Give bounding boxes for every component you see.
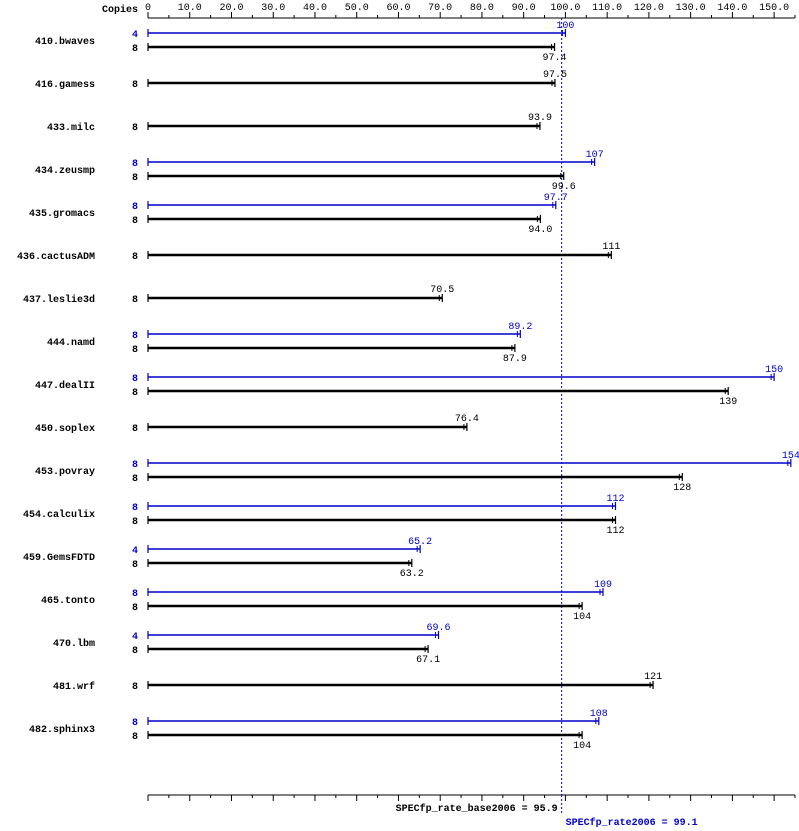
benchmark-label: 434.zeusmp (35, 166, 95, 177)
base-value-label: 76.4 (455, 414, 479, 425)
x-tick-label: 130.0 (676, 3, 706, 14)
x-tick-label: 20.0 (219, 3, 243, 14)
benchmark-label: 481.wrf (53, 681, 95, 693)
benchmark-label: 453.povray (35, 467, 95, 478)
x-tick-label: 110.0 (592, 3, 622, 14)
benchmark-label: 454.calculix (23, 509, 95, 521)
benchmark-label: 447.dealII (35, 380, 95, 392)
benchmark-label: 410.bwaves (35, 36, 95, 48)
x-tick-label: 120.0 (634, 3, 664, 14)
benchmark-label: 459.GemsFDTD (23, 553, 95, 564)
benchmark-label: 444.namd (47, 337, 95, 349)
copies-peak: 4 (132, 30, 138, 41)
x-tick-label: 10.0 (178, 3, 202, 14)
x-tick-label: 80.0 (470, 3, 494, 14)
peak-value-label: 100 (556, 21, 574, 32)
copies-peak: 4 (132, 632, 138, 643)
base-value-label: 121 (644, 672, 662, 683)
base-value-label: 111 (602, 242, 620, 253)
peak-value-label: 150 (765, 365, 783, 376)
copies-peak: 8 (132, 718, 138, 729)
x-tick-label: 100.0 (550, 3, 580, 14)
copies-base: 8 (132, 216, 138, 227)
copies-base: 8 (132, 560, 138, 571)
copies-base: 8 (132, 603, 138, 614)
copies-peak: 8 (132, 202, 138, 213)
x-tick-label: 140.0 (717, 3, 747, 14)
base-value-label: 99.6 (552, 182, 576, 193)
specfp-rate-chart: 0 10.0 20.0 30.0 40.0 50.0 60.0 70.0 80.0 90.0 100… (0, 0, 799, 831)
copies-base: 8 (132, 345, 138, 356)
copies-base: 8 (132, 123, 138, 134)
benchmark-label: 470.lbm (53, 638, 95, 650)
x-tick-label: 70.0 (428, 3, 452, 14)
benchmark-label: 465.tonto (41, 596, 95, 607)
peak-value-label: 108 (590, 709, 608, 720)
base-value-label: 97.5 (543, 70, 567, 81)
benchmark-label: 416.gamess (35, 80, 95, 91)
peak-value-label: 65.2 (408, 537, 432, 548)
copies-base: 8 (132, 646, 138, 657)
copies-base: 8 (132, 388, 138, 399)
benchmark-label: 436.cactusADM (17, 252, 95, 263)
peak-value-label: 69.6 (427, 623, 451, 634)
base-value-label: 94.0 (528, 225, 552, 236)
copies-header: Copies (102, 4, 138, 16)
chart-bg (0, 0, 799, 831)
base-value-label: 128 (673, 483, 691, 494)
base-value-label: 87.9 (503, 354, 527, 365)
copies-base: 8 (132, 295, 138, 306)
base-value-label: 63.2 (400, 569, 424, 580)
copies-base: 8 (132, 173, 138, 184)
base-value-label: 139 (719, 397, 737, 408)
benchmark-label: 437.leslie3d (23, 294, 95, 306)
copies-base: 8 (132, 424, 138, 435)
copies-peak: 8 (132, 159, 138, 170)
copies-base: 8 (132, 682, 138, 693)
base-value-label: 104 (573, 741, 591, 752)
copies-peak: 8 (132, 374, 138, 385)
copies-base: 8 (132, 517, 138, 528)
copies-peak: 4 (132, 546, 138, 557)
benchmark-label: 450.soplex (35, 423, 95, 435)
copies-base: 8 (132, 80, 138, 91)
peak-value-label: 109 (594, 580, 612, 591)
benchmark-label: 433.milc (47, 122, 95, 134)
base-value-label: 67.1 (416, 655, 440, 666)
peak-value-label: 89.2 (508, 322, 532, 333)
copies-base: 8 (132, 252, 138, 263)
x-tick-label: 150.0 (759, 3, 789, 14)
summary-base-label: SPECfp_rate_base2006 = 95.9 (396, 803, 558, 815)
copies-peak: 8 (132, 331, 138, 342)
base-value-label: 70.5 (430, 285, 454, 296)
summary-peak-label: SPECfp_rate2006 = 99.1 (566, 817, 698, 829)
peak-value-label: 97.7 (544, 193, 568, 204)
base-value-label: 112 (607, 526, 625, 537)
copies-base: 8 (132, 732, 138, 743)
benchmark-label: 482.sphinx3 (29, 724, 95, 736)
copies-base: 8 (132, 44, 138, 55)
x-tick-label: 30.0 (261, 3, 285, 14)
copies-peak: 8 (132, 460, 138, 471)
x-tick-label: 90.0 (512, 3, 536, 14)
x-tick-label: 60.0 (386, 3, 410, 14)
peak-value-label: 112 (607, 494, 625, 505)
peak-value-label: 154 (782, 451, 799, 462)
base-value-label: 97.4 (543, 53, 567, 64)
peak-value-label: 107 (586, 150, 604, 161)
x-tick-label: 0 (145, 3, 151, 14)
x-tick-label: 40.0 (303, 3, 327, 14)
copies-peak: 8 (132, 503, 138, 514)
x-tick-label: 50.0 (345, 3, 369, 14)
base-value-label: 104 (573, 612, 591, 623)
base-value-label: 93.9 (528, 113, 552, 124)
benchmark-label: 435.gromacs (29, 209, 95, 220)
copies-base: 8 (132, 474, 138, 485)
copies-peak: 8 (132, 589, 138, 600)
